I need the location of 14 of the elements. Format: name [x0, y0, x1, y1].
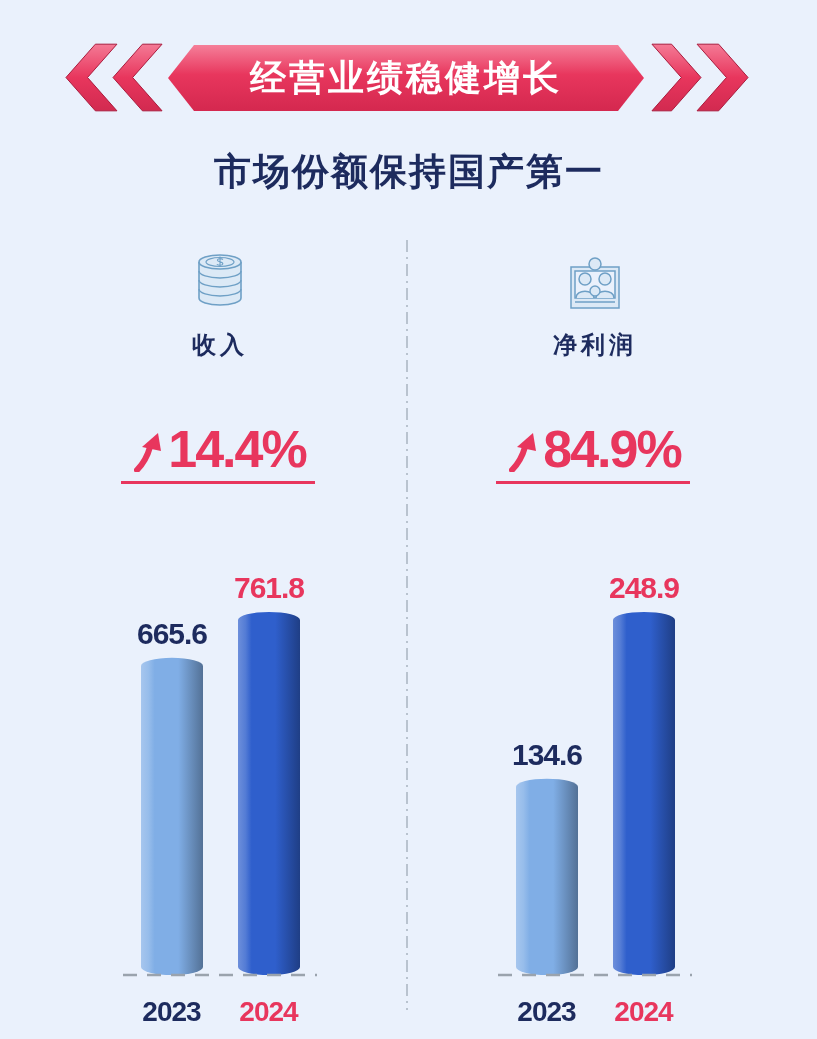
data-label: 248.9 [608, 571, 680, 604]
chart-subtitle: 14.4% [168, 419, 306, 479]
text: 市场份额保持国产第一 [212, 150, 605, 194]
x-tick-label: 2024 [239, 996, 300, 1027]
x-tick-label: 2024 [614, 996, 675, 1027]
chart-title: 收入 [191, 330, 249, 360]
x-tick-label: 2023 [142, 996, 202, 1027]
x-tick-label: 2023 [517, 996, 577, 1027]
data-label: 665.6 [136, 616, 208, 650]
chart-title: 净利润 [552, 330, 638, 360]
text: 经营业绩稳健增长 [248, 56, 563, 100]
data-label: 134.6 [511, 737, 583, 771]
data-label: 761.8 [233, 571, 305, 604]
chart-subtitle: 84.9% [543, 419, 681, 479]
